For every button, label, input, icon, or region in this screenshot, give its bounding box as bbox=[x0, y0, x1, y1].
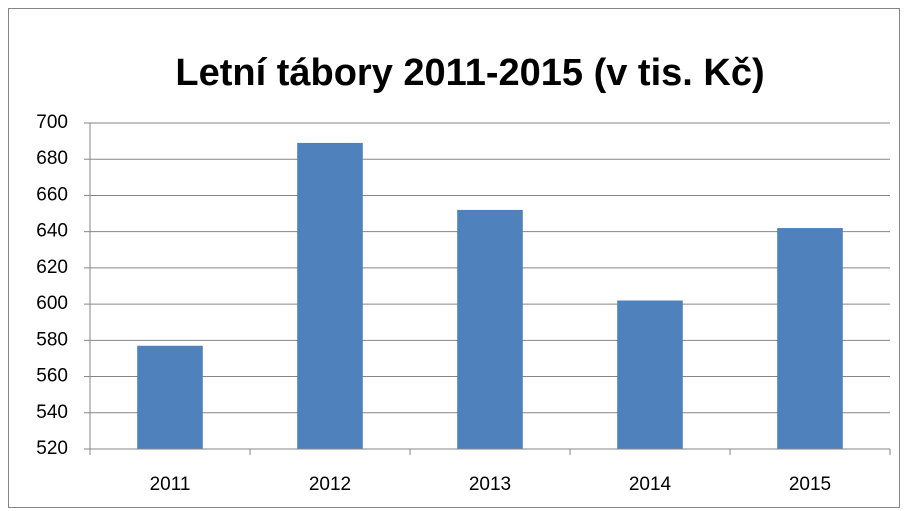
bar bbox=[297, 142, 363, 449]
bar bbox=[617, 300, 683, 449]
y-tick-label: 680 bbox=[36, 148, 68, 169]
y-tick-label: 520 bbox=[36, 438, 68, 459]
chart-title: Letní tábory 2011-2015 (v tis. Kč) bbox=[175, 52, 764, 94]
y-tick-label: 700 bbox=[36, 112, 68, 133]
y-tick-label: 540 bbox=[36, 402, 68, 423]
bar bbox=[457, 209, 523, 449]
y-tick-label: 640 bbox=[36, 221, 68, 242]
y-tick-label: 580 bbox=[36, 329, 68, 350]
y-tick-label: 600 bbox=[36, 293, 68, 314]
x-tick-label: 2013 bbox=[469, 474, 511, 495]
bar bbox=[777, 228, 843, 449]
x-tick-label: 2011 bbox=[150, 474, 191, 495]
y-tick-label: 560 bbox=[36, 366, 68, 387]
y-tick-label: 620 bbox=[36, 257, 68, 278]
x-tick-label: 2014 bbox=[629, 474, 672, 495]
x-tick-label: 2012 bbox=[309, 474, 351, 495]
y-tick-label: 660 bbox=[36, 184, 68, 205]
x-tick-label: 2015 bbox=[789, 474, 831, 495]
bar bbox=[137, 345, 203, 449]
